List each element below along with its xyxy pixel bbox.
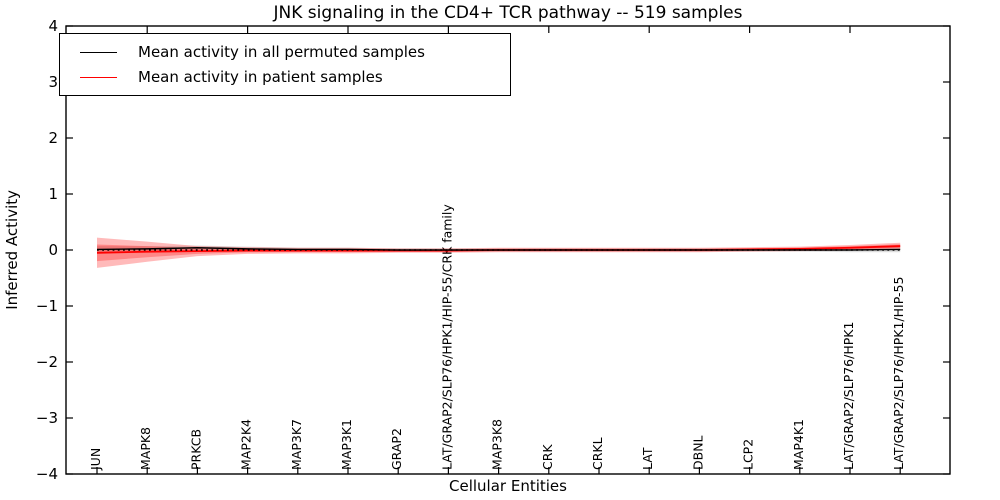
patient-line-swatch [80, 76, 117, 78]
x-tick-label: CRKL [590, 437, 605, 470]
y-tick-label: −3 [36, 409, 58, 427]
y-tick-label: 4 [48, 17, 58, 35]
y-tick-label: 2 [48, 129, 58, 147]
x-tick-label: LAT/GRAP2/SLP76/HPK1 [841, 322, 856, 470]
axis-frame [65, 25, 951, 475]
x-tick-label: GRAP2 [389, 428, 404, 470]
x-tick-label: DBNL [690, 435, 705, 470]
x-tick-label: MAP3K8 [490, 419, 505, 470]
x-tick-label: MAP3K7 [289, 419, 304, 470]
y-axis-label: Inferred Activity [3, 190, 21, 310]
y-tick-label: −4 [36, 465, 58, 483]
x-tick-label: MAPK8 [138, 427, 153, 470]
permuted-line-swatch [80, 51, 117, 53]
x-tick-label: CRK [540, 444, 555, 470]
x-tick-label: LCP2 [741, 439, 756, 470]
legend-label-patient: Mean activity in patient samples [138, 68, 383, 86]
y-axis-label-wrap: Inferred Activity [0, 26, 24, 474]
x-tick-label: LAT/GRAP2/SLP76/HPK1/HIP-55 [891, 277, 906, 470]
y-tick-label: 3 [48, 73, 58, 91]
legend-box: Mean activity in all permuted samples Me… [59, 33, 511, 96]
patient-std-band-outer [97, 237, 901, 268]
x-tick-label: LAT/GRAP2/SLP76/HPK1/HIP-55/CRK family [439, 204, 454, 470]
legend-entry-permuted: Mean activity in all permuted samples [70, 43, 500, 61]
x-tick-label: MAP2K4 [239, 419, 254, 470]
y-tick-label: 0 [48, 241, 58, 259]
legend-label-permuted: Mean activity in all permuted samples [138, 43, 425, 61]
x-axis-label: Cellular Entities [449, 477, 567, 495]
x-tick-label: LAT [640, 447, 655, 470]
x-tick-label: MAP3K1 [339, 419, 354, 470]
y-tick-label: 1 [48, 185, 58, 203]
y-tick-label: −2 [36, 353, 58, 371]
x-tick-label: PRKCB [188, 429, 203, 470]
x-tick-label: MAP4K1 [791, 419, 806, 470]
x-tick-label: JUN [88, 448, 103, 471]
legend-entry-patient: Mean activity in patient samples [70, 68, 500, 86]
y-tick-label: −1 [36, 297, 58, 315]
chart-title: JNK signaling in the CD4+ TCR pathway --… [273, 3, 743, 23]
